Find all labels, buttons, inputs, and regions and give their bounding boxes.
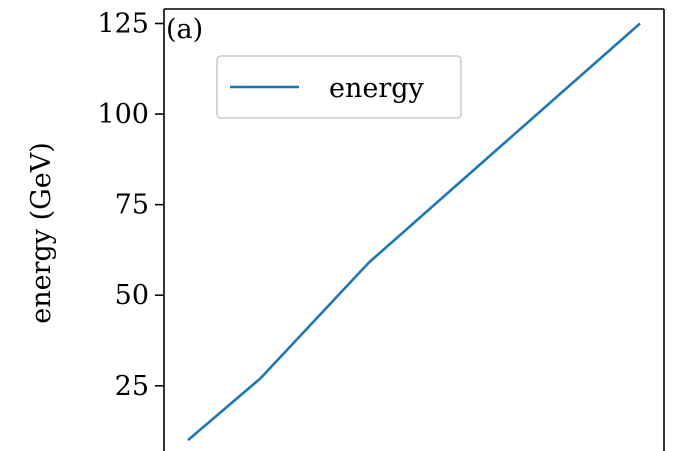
legend-label: energy [329, 73, 425, 104]
plot-series [187, 22, 641, 442]
legend-box [216, 55, 462, 119]
y-tick-label-50: 50 [115, 280, 149, 311]
y-tick-label-100: 100 [97, 99, 149, 130]
y-tick-label-75: 75 [115, 190, 149, 221]
y-tick-label-125: 125 [97, 8, 149, 39]
y-tick-label-25: 25 [115, 371, 149, 402]
panel-label: (a) [166, 14, 203, 45]
y-axis-label: energy (GeV) [26, 142, 57, 324]
y-axis-ticks: 25 50 75 100 125 [97, 8, 164, 402]
series-line-energy [187, 22, 641, 442]
legend: energy [216, 55, 462, 119]
